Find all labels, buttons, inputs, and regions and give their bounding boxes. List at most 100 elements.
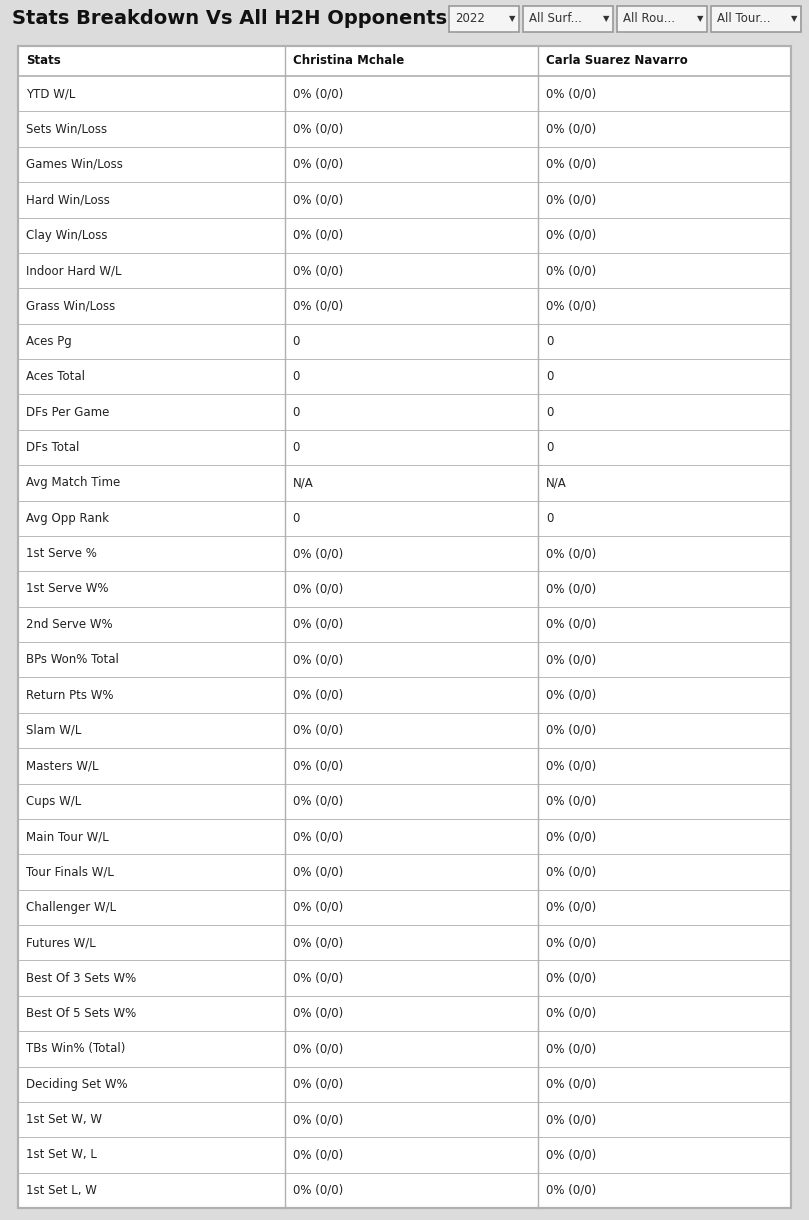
Text: 0% (0/0): 0% (0/0) — [293, 617, 343, 631]
Text: 0: 0 — [293, 334, 300, 348]
Text: 0% (0/0): 0% (0/0) — [546, 264, 596, 277]
Text: 0% (0/0): 0% (0/0) — [293, 264, 343, 277]
Text: Clay Win/Loss: Clay Win/Loss — [26, 228, 108, 242]
Text: Slam W/L: Slam W/L — [26, 723, 82, 737]
Text: 0% (0/0): 0% (0/0) — [546, 193, 596, 206]
Text: 0% (0/0): 0% (0/0) — [293, 936, 343, 949]
Text: 0: 0 — [546, 440, 553, 454]
Text: 1st Set W, L: 1st Set W, L — [26, 1148, 97, 1161]
Text: 0% (0/0): 0% (0/0) — [293, 900, 343, 914]
Text: Stats: Stats — [26, 55, 61, 67]
Text: 0% (0/0): 0% (0/0) — [293, 547, 343, 560]
Text: 0% (0/0): 0% (0/0) — [293, 299, 343, 312]
Text: Stats Breakdown Vs All H2H Opponents: Stats Breakdown Vs All H2H Opponents — [12, 10, 447, 28]
Text: N/A: N/A — [546, 476, 567, 489]
Text: Hard Win/Loss: Hard Win/Loss — [26, 193, 110, 206]
Text: Avg Opp Rank: Avg Opp Rank — [26, 511, 109, 525]
Text: 0% (0/0): 0% (0/0) — [546, 1077, 596, 1091]
Text: 0% (0/0): 0% (0/0) — [293, 1148, 343, 1161]
Text: N/A: N/A — [293, 476, 313, 489]
Text: Christina Mchale: Christina Mchale — [293, 55, 404, 67]
Text: Challenger W/L: Challenger W/L — [26, 900, 116, 914]
Text: 0% (0/0): 0% (0/0) — [546, 723, 596, 737]
Text: 0% (0/0): 0% (0/0) — [546, 617, 596, 631]
Text: 0% (0/0): 0% (0/0) — [546, 1042, 596, 1055]
Text: All Tour...: All Tour... — [717, 12, 770, 26]
Text: 0: 0 — [293, 440, 300, 454]
Text: Tour Finals W/L: Tour Finals W/L — [26, 865, 114, 878]
Text: 0% (0/0): 0% (0/0) — [546, 87, 596, 100]
Text: All Surf...: All Surf... — [529, 12, 582, 26]
Text: BPs Won% Total: BPs Won% Total — [26, 653, 119, 666]
Text: 0% (0/0): 0% (0/0) — [546, 936, 596, 949]
Text: 0% (0/0): 0% (0/0) — [293, 1042, 343, 1055]
Text: 0% (0/0): 0% (0/0) — [293, 688, 343, 701]
Text: Aces Pg: Aces Pg — [26, 334, 72, 348]
Text: 0% (0/0): 0% (0/0) — [293, 582, 343, 595]
Text: Main Tour W/L: Main Tour W/L — [26, 830, 108, 843]
Text: 0% (0/0): 0% (0/0) — [546, 1113, 596, 1126]
Text: 0% (0/0): 0% (0/0) — [293, 87, 343, 100]
Text: DFs Per Game: DFs Per Game — [26, 405, 109, 418]
Text: 0% (0/0): 0% (0/0) — [546, 865, 596, 878]
Text: 0% (0/0): 0% (0/0) — [293, 759, 343, 772]
Text: 0% (0/0): 0% (0/0) — [546, 759, 596, 772]
Text: 0% (0/0): 0% (0/0) — [293, 865, 343, 878]
Text: 1st Serve %: 1st Serve % — [26, 547, 97, 560]
Text: Grass Win/Loss: Grass Win/Loss — [26, 299, 115, 312]
Text: 0% (0/0): 0% (0/0) — [293, 794, 343, 808]
Text: 1st Serve W%: 1st Serve W% — [26, 582, 108, 595]
Text: TBs Win% (Total): TBs Win% (Total) — [26, 1042, 125, 1055]
Text: 0% (0/0): 0% (0/0) — [546, 299, 596, 312]
Text: Sets Win/Loss: Sets Win/Loss — [26, 122, 107, 135]
Text: 0: 0 — [293, 370, 300, 383]
Text: 0% (0/0): 0% (0/0) — [546, 122, 596, 135]
Text: 0% (0/0): 0% (0/0) — [546, 1183, 596, 1197]
Text: 0: 0 — [546, 405, 553, 418]
Text: Games Win/Loss: Games Win/Loss — [26, 157, 123, 171]
Text: 0% (0/0): 0% (0/0) — [546, 1006, 596, 1020]
Text: Indoor Hard W/L: Indoor Hard W/L — [26, 264, 121, 277]
Text: 0% (0/0): 0% (0/0) — [293, 1113, 343, 1126]
Text: YTD W/L: YTD W/L — [26, 87, 75, 100]
Text: Deciding Set W%: Deciding Set W% — [26, 1077, 128, 1091]
Text: 0% (0/0): 0% (0/0) — [546, 582, 596, 595]
Text: ▼: ▼ — [791, 15, 798, 23]
Text: 0% (0/0): 0% (0/0) — [293, 1183, 343, 1197]
Text: Avg Match Time: Avg Match Time — [26, 476, 121, 489]
Text: Cups W/L: Cups W/L — [26, 794, 81, 808]
Text: 0: 0 — [293, 405, 300, 418]
Text: 0% (0/0): 0% (0/0) — [546, 547, 596, 560]
Text: 0% (0/0): 0% (0/0) — [293, 830, 343, 843]
Text: Futures W/L: Futures W/L — [26, 936, 95, 949]
Text: 0% (0/0): 0% (0/0) — [293, 971, 343, 985]
Text: 0% (0/0): 0% (0/0) — [293, 122, 343, 135]
Text: 2022: 2022 — [455, 12, 485, 26]
Text: ▼: ▼ — [603, 15, 609, 23]
Text: 0: 0 — [546, 370, 553, 383]
Bar — [523, 6, 613, 32]
Text: 0% (0/0): 0% (0/0) — [293, 723, 343, 737]
Text: 0% (0/0): 0% (0/0) — [293, 193, 343, 206]
Text: Carla Suarez Navarro: Carla Suarez Navarro — [546, 55, 688, 67]
Text: 0: 0 — [293, 511, 300, 525]
Text: 0% (0/0): 0% (0/0) — [546, 971, 596, 985]
Text: ▼: ▼ — [509, 15, 515, 23]
Text: 0% (0/0): 0% (0/0) — [293, 653, 343, 666]
Text: 0% (0/0): 0% (0/0) — [293, 157, 343, 171]
Text: 0: 0 — [546, 511, 553, 525]
Text: 0% (0/0): 0% (0/0) — [546, 794, 596, 808]
Text: 0% (0/0): 0% (0/0) — [546, 688, 596, 701]
Text: 1st Set L, W: 1st Set L, W — [26, 1183, 97, 1197]
Text: 0% (0/0): 0% (0/0) — [546, 830, 596, 843]
Text: Masters W/L: Masters W/L — [26, 759, 99, 772]
Text: 0% (0/0): 0% (0/0) — [546, 228, 596, 242]
Text: 0% (0/0): 0% (0/0) — [546, 157, 596, 171]
Text: ▼: ▼ — [697, 15, 704, 23]
Text: 0% (0/0): 0% (0/0) — [293, 1006, 343, 1020]
Text: Best Of 3 Sets W%: Best Of 3 Sets W% — [26, 971, 136, 985]
Text: 0% (0/0): 0% (0/0) — [293, 1077, 343, 1091]
Bar — [449, 6, 519, 32]
Text: 0% (0/0): 0% (0/0) — [546, 653, 596, 666]
Bar — [711, 6, 801, 32]
